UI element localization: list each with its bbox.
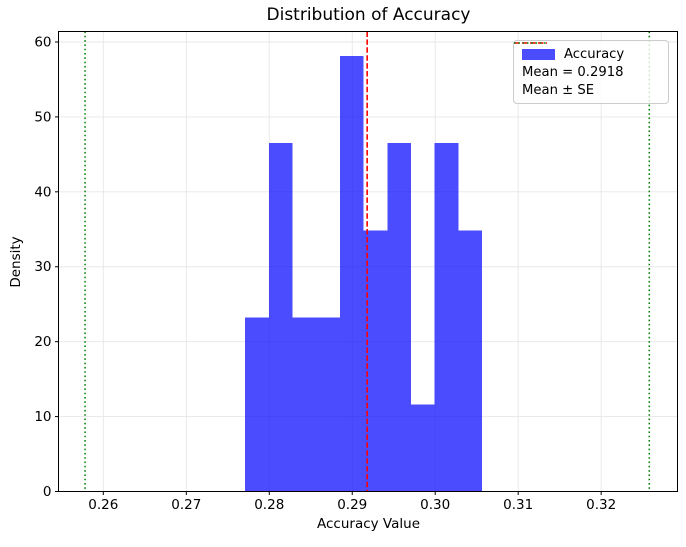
histogram-bar bbox=[458, 230, 483, 492]
y-tick-label: 40 bbox=[34, 184, 51, 200]
y-tick-label: 50 bbox=[34, 109, 51, 125]
legend-label-accuracy: Accuracy bbox=[564, 46, 625, 62]
x-tick-label: 0.31 bbox=[503, 497, 533, 513]
legend-label-mean-se: Mean ± SE bbox=[522, 82, 595, 98]
histogram-bar bbox=[268, 143, 293, 492]
x-tick-label: 0.29 bbox=[337, 497, 367, 513]
plot-border bbox=[58, 31, 678, 492]
histogram-bar bbox=[363, 230, 388, 492]
x-axis-label: Accuracy Value bbox=[317, 516, 420, 532]
histogram-bar bbox=[434, 143, 459, 492]
x-tick-label: 0.30 bbox=[420, 497, 450, 513]
y-tick-label: 20 bbox=[34, 334, 51, 350]
x-tick-label: 0.32 bbox=[586, 497, 616, 513]
y-tick-label: 60 bbox=[34, 34, 51, 50]
legend-swatch-accuracy-patch bbox=[522, 48, 555, 60]
x-tick-label: 0.26 bbox=[88, 497, 118, 513]
histogram-bar bbox=[387, 143, 411, 492]
legend-item-mean: Mean = 0.2918 bbox=[514, 42, 660, 80]
legend: Accuracy Mean = 0.2918 Mean ± SE bbox=[513, 40, 669, 104]
histogram-bar bbox=[245, 317, 269, 492]
x-tick-label: 0.27 bbox=[171, 497, 201, 513]
legend-item-mean-se: Mean ± SE bbox=[514, 42, 660, 98]
y-tick-label: 30 bbox=[34, 259, 51, 275]
histogram-bar bbox=[292, 317, 317, 492]
histogram-bar bbox=[316, 317, 340, 492]
y-tick-label: 0 bbox=[43, 484, 52, 500]
histogram-bar bbox=[410, 404, 435, 492]
y-tick-label: 10 bbox=[34, 409, 51, 425]
legend-swatch-se-dotted-line bbox=[514, 42, 547, 44]
histogram-bar bbox=[339, 56, 364, 492]
x-tick-label: 0.28 bbox=[254, 497, 284, 513]
legend-label-mean: Mean = 0.2918 bbox=[522, 64, 624, 80]
y-axis-label: Density bbox=[8, 236, 24, 288]
legend-item-accuracy: Accuracy bbox=[522, 46, 660, 62]
chart-title: Distribution of Accuracy bbox=[266, 5, 471, 25]
